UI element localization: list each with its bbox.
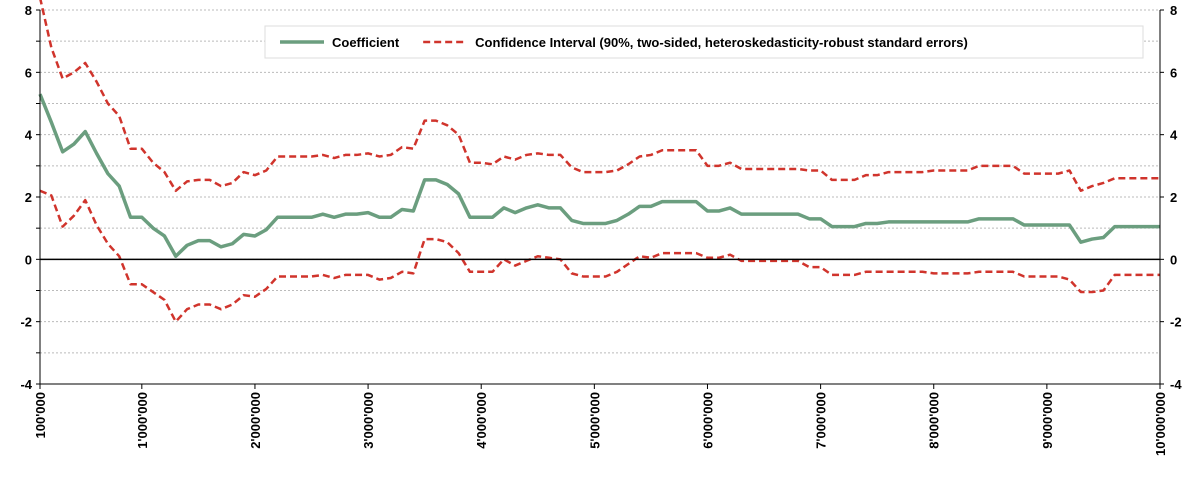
y-tick-label: -2 bbox=[20, 315, 32, 330]
data-line bbox=[39, 189, 1160, 323]
axes: -4 -2 0 2 4 6 8 -4 -2 0 2 4 6 8 100'000 1'000'000 2'000'… bbox=[20, 3, 1182, 456]
legend-box bbox=[264, 25, 1144, 59]
x-tick-label: 2'000'000 bbox=[248, 392, 263, 449]
y-tick-label: 0 bbox=[25, 252, 32, 267]
x-tick-label: 1'000'000 bbox=[135, 392, 150, 449]
x-tick-label: 10'000'000 bbox=[1153, 392, 1168, 456]
plot-lines bbox=[38, 0, 1160, 323]
x-tick-label: 6'000'000 bbox=[700, 392, 715, 449]
x-tick-label: 7'000'000 bbox=[814, 392, 829, 449]
y-tick-label: -4 bbox=[20, 377, 32, 392]
x-tick-label: 5'000'000 bbox=[587, 392, 602, 449]
legend: Coefficient Confidence Interval (90%, two… bbox=[264, 25, 1144, 59]
data-line bbox=[39, 0, 1160, 193]
y-tick-label: 2 bbox=[25, 190, 32, 205]
x-tick-label: 4'000'000 bbox=[474, 392, 489, 449]
y2-tick-label: 4 bbox=[1170, 128, 1178, 143]
grid bbox=[40, 9, 1160, 385]
legend-label: Coefficient bbox=[332, 35, 400, 50]
x-tick-label: 9'000'000 bbox=[1040, 392, 1055, 449]
y2-tick-label: -2 bbox=[1170, 315, 1182, 330]
y-tick-label: 8 bbox=[25, 3, 32, 18]
y2-tick-label: 8 bbox=[1170, 3, 1177, 18]
y2-tick-label: -4 bbox=[1170, 377, 1182, 392]
x-tick-label: 100'000 bbox=[33, 392, 48, 438]
y2-tick-label: 6 bbox=[1170, 65, 1177, 80]
legend-label: Confidence Interval (90%, two-sided, het… bbox=[475, 35, 968, 50]
x-tick-label: 3'000'000 bbox=[361, 392, 376, 449]
y2-tick-label: 2 bbox=[1170, 190, 1177, 205]
y-tick-label: 4 bbox=[25, 128, 33, 143]
x-tick-label: 8'000'000 bbox=[927, 392, 942, 449]
y-tick-label: 6 bbox=[25, 65, 32, 80]
y2-tick-label: 0 bbox=[1170, 252, 1177, 267]
data-line bbox=[38, 93, 1160, 258]
